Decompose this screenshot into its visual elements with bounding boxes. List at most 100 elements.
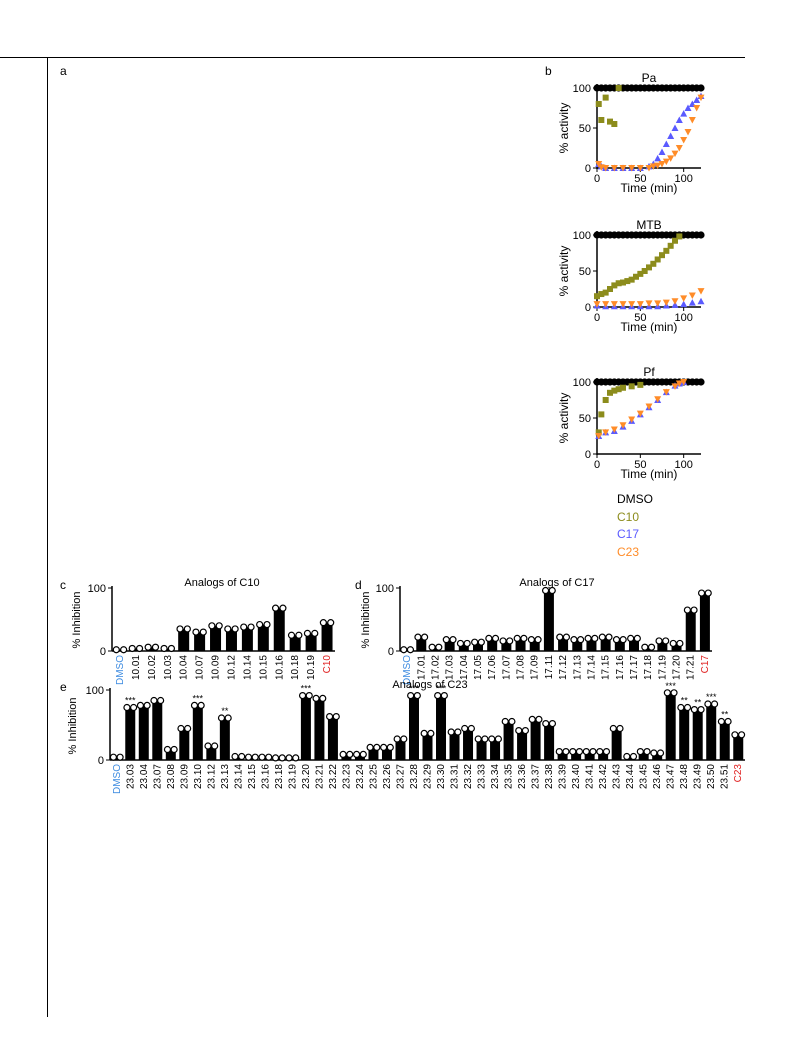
- data-point-dmso: [654, 84, 662, 92]
- data-point-c17: [636, 302, 644, 310]
- data-point-dmso: [649, 231, 657, 239]
- y-tick-label: 0: [585, 302, 591, 314]
- bar: [300, 695, 311, 760]
- replicate-point: [303, 629, 312, 637]
- category-label: 10.04: [179, 655, 190, 680]
- data-point-c17: [645, 302, 653, 310]
- replicate-point: [633, 634, 641, 643]
- bar: [487, 638, 498, 651]
- replicate-point: [278, 754, 286, 762]
- replicate-point: [325, 712, 334, 721]
- category-label: 23.38: [544, 764, 555, 789]
- bar: [571, 751, 582, 760]
- replicate-point: [421, 633, 429, 641]
- replicate-point: [435, 643, 443, 651]
- data-point-c23: [654, 300, 662, 307]
- bar: [611, 728, 622, 760]
- data-point-c10: [628, 383, 635, 390]
- data-point-c17: [688, 100, 696, 107]
- category-label: 17.17: [629, 655, 640, 680]
- data-point-c17: [662, 388, 670, 396]
- replicate-point: [244, 753, 253, 761]
- data-point-c17: [602, 302, 610, 310]
- replicate-point: [256, 620, 264, 629]
- replicate-point: [319, 619, 327, 627]
- data-point-dmso: [697, 378, 705, 386]
- data-point-c10: [633, 273, 639, 280]
- data-point-c10: [602, 397, 609, 403]
- category-label: 23.48: [679, 764, 690, 789]
- replicate-point: [177, 724, 185, 733]
- data-point-c17: [636, 410, 644, 418]
- y-axis-label: % activity: [557, 103, 571, 154]
- significance-mark: ***: [125, 696, 136, 706]
- data-point-dmso: [645, 378, 653, 386]
- data-point-dmso: [680, 378, 688, 386]
- category-label: 23.23: [341, 764, 352, 789]
- data-point-c17: [610, 427, 618, 434]
- category-label: 23.14: [233, 764, 244, 789]
- data-point-dmso: [623, 84, 631, 92]
- category-label: 23.28: [409, 764, 420, 789]
- category-label: 23.13: [220, 764, 231, 789]
- data-point-dmso: [636, 231, 644, 239]
- replicate-point: [697, 589, 706, 597]
- replicate-point: [669, 639, 677, 648]
- data-point-dmso: [688, 378, 696, 386]
- bar: [557, 751, 568, 760]
- data-point-c17: [654, 302, 662, 310]
- bar: [665, 692, 676, 760]
- plot-title: MTB: [636, 218, 661, 232]
- replicate-point: [407, 691, 415, 700]
- replicate-point: [305, 691, 313, 700]
- replicate-point: [508, 717, 516, 726]
- page-left-rule: [47, 57, 48, 1017]
- data-point-dmso: [649, 378, 657, 386]
- data-point-c17: [602, 428, 610, 436]
- category-label: 23.32: [463, 764, 474, 789]
- data-point-dmso: [671, 231, 679, 239]
- replicate-point: [677, 703, 685, 712]
- x-tick-label: 100: [674, 173, 692, 185]
- data-point-dmso: [658, 231, 666, 239]
- bar: [287, 757, 298, 760]
- data-point-c17: [662, 302, 670, 309]
- significance-mark: **: [721, 710, 729, 720]
- category-label: 23.15: [247, 764, 258, 789]
- category-label: 23.47: [666, 764, 677, 789]
- panel-a-letter: a: [60, 64, 67, 78]
- data-point-c23: [697, 288, 705, 295]
- replicate-point: [129, 703, 138, 712]
- replicate-point: [506, 637, 514, 645]
- data-point-dmso: [619, 231, 627, 239]
- data-point-dmso: [632, 378, 640, 386]
- data-point-c10: [611, 282, 618, 289]
- data-point-c23: [654, 162, 662, 170]
- bar: [114, 649, 126, 651]
- data-point-dmso: [680, 84, 688, 92]
- replicate-point: [650, 749, 658, 757]
- bar: [192, 705, 203, 760]
- replicate-point: [311, 629, 319, 637]
- replicate-point: [150, 696, 158, 705]
- replicate-point: [428, 643, 436, 651]
- replicate-point: [406, 646, 415, 654]
- category-label: 23.19: [287, 764, 298, 789]
- replicate-point: [400, 735, 408, 743]
- significance-mark: ***: [665, 681, 676, 691]
- data-point-c23: [680, 295, 688, 302]
- data-point-c23: [662, 299, 670, 307]
- replicate-point: [627, 634, 635, 643]
- replicate-point: [670, 689, 678, 697]
- data-point-c10: [594, 293, 600, 300]
- category-label: 23.08: [166, 764, 177, 789]
- bar: [444, 639, 455, 651]
- data-point-c10: [654, 256, 661, 263]
- data-point-dmso: [680, 231, 688, 239]
- plot-title: Pf: [643, 365, 655, 379]
- data-point-c10: [595, 429, 602, 436]
- bar: [598, 751, 609, 760]
- bar: [416, 637, 427, 651]
- data-point-dmso: [593, 231, 601, 239]
